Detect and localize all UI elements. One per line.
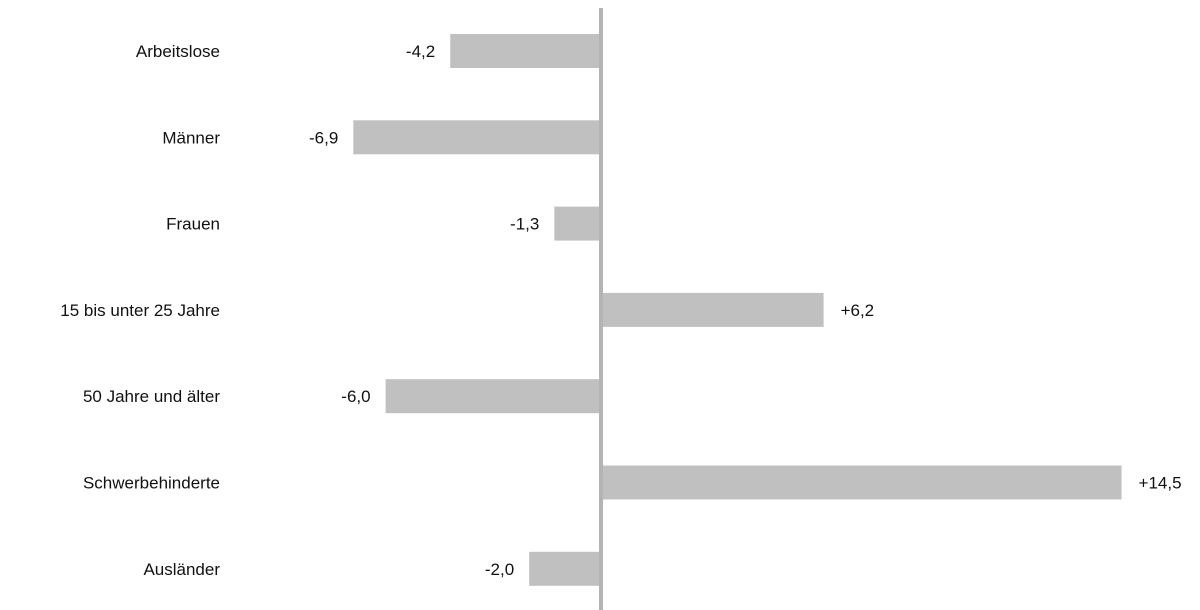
category-label: Männer bbox=[162, 128, 220, 147]
value-label: -1,3 bbox=[510, 215, 539, 234]
category-label: Arbeitslose bbox=[136, 42, 220, 61]
bar-3 bbox=[601, 292, 824, 327]
category-label: Frauen bbox=[166, 215, 220, 234]
category-label: Schwerbehinderte bbox=[83, 474, 220, 493]
category-label: 50 Jahre und älter bbox=[83, 387, 220, 406]
value-label: +6,2 bbox=[841, 301, 875, 320]
value-label: +14,5 bbox=[1139, 474, 1182, 493]
value-label: -6,9 bbox=[309, 128, 338, 147]
value-label: -4,2 bbox=[406, 42, 435, 61]
value-label: -2,0 bbox=[485, 560, 514, 579]
bars-group bbox=[353, 34, 1122, 586]
bar-0 bbox=[450, 34, 601, 68]
category-label: 15 bis unter 25 Jahre bbox=[60, 301, 220, 320]
category-labels-group: Arbeitslose Männer Frauen 15 bis unter 25 J… bbox=[60, 42, 220, 579]
bar-1 bbox=[353, 120, 601, 155]
bar-6 bbox=[529, 551, 601, 586]
bar-5 bbox=[601, 465, 1122, 500]
category-label: Ausländer bbox=[143, 560, 220, 579]
value-label: -6,0 bbox=[341, 387, 370, 406]
bar-2 bbox=[554, 206, 601, 241]
value-labels-group: -4,2 -6,9 -1,3 +6,2 -6,0 +14,5 -2,0 bbox=[309, 42, 1182, 579]
bar-4 bbox=[385, 379, 601, 414]
